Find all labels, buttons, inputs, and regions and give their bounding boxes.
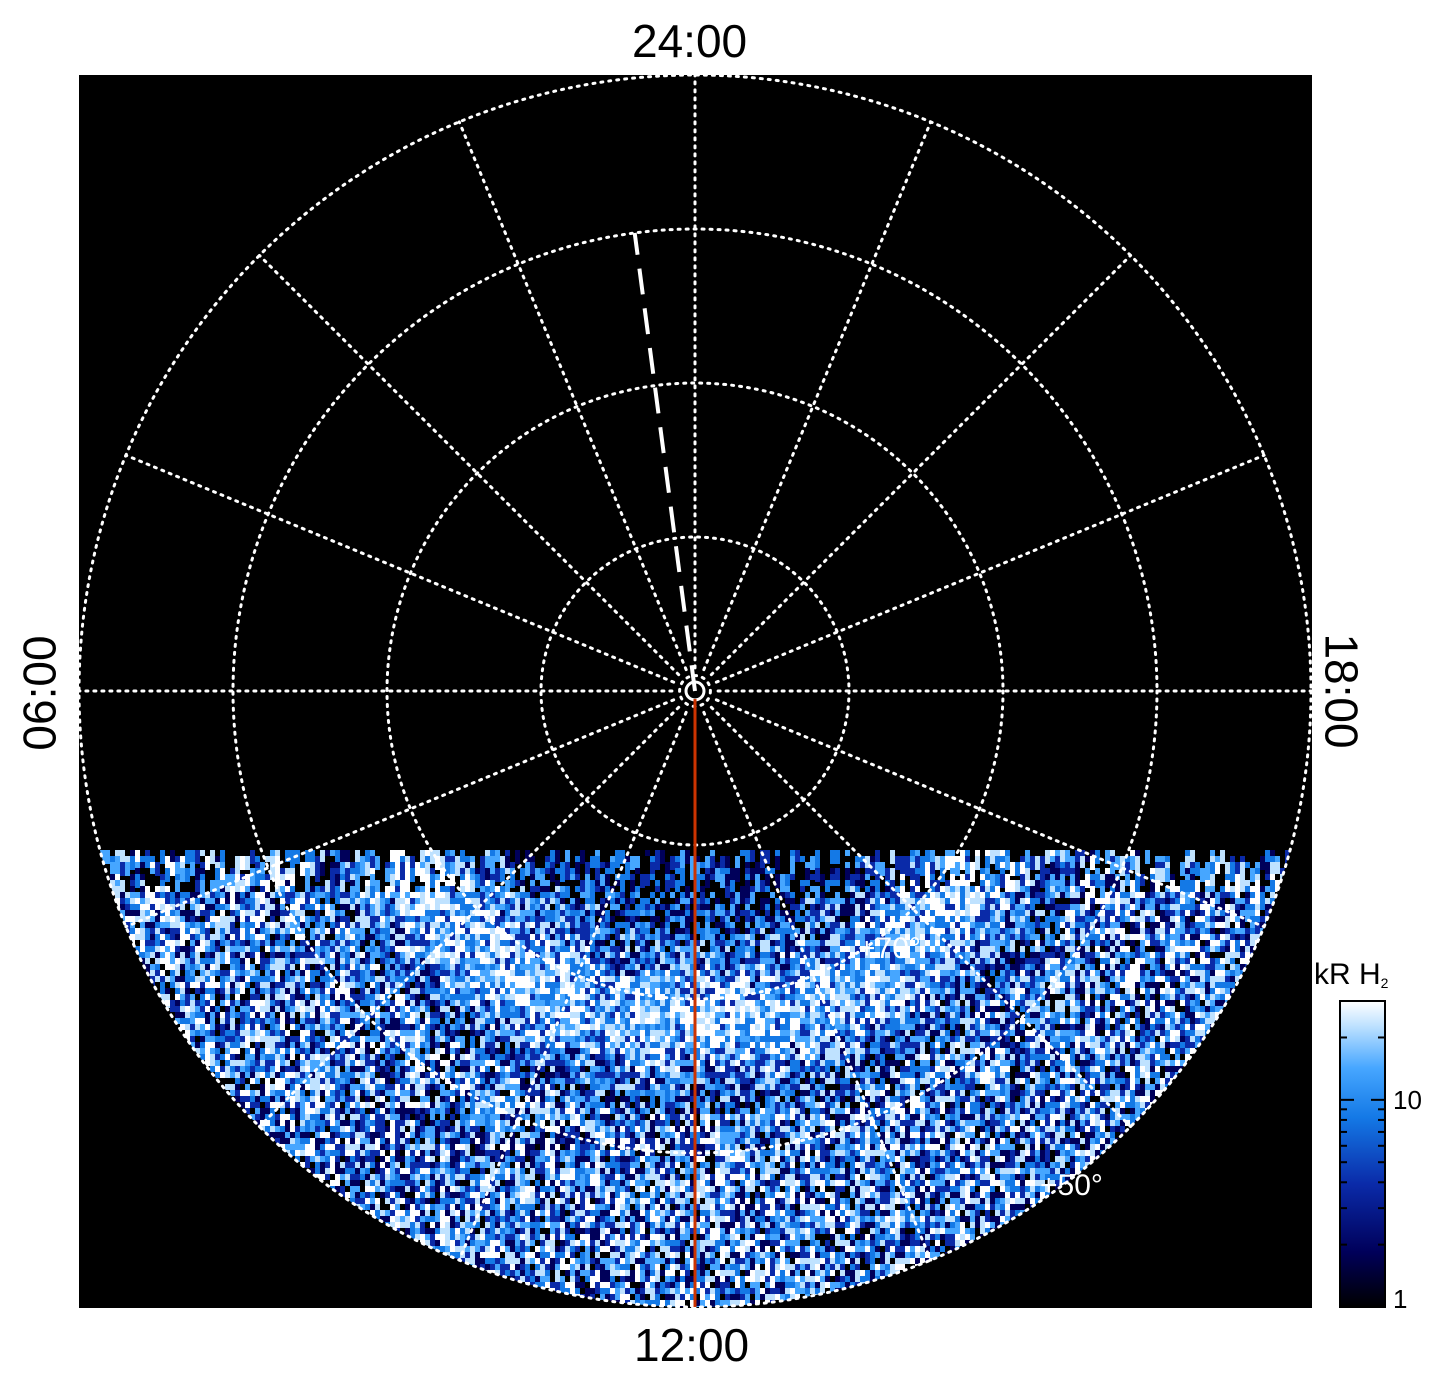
lt-meridian xyxy=(702,120,933,672)
lt-meridian xyxy=(457,120,688,672)
reference-lines xyxy=(632,232,697,1307)
lat-lon-grid xyxy=(79,75,1312,1308)
lt-label-bottom: 12:00 xyxy=(634,1319,750,1371)
lt-label-top: 24:00 xyxy=(632,15,748,67)
lt-meridian xyxy=(714,453,1266,684)
lt-meridian xyxy=(709,253,1133,677)
colorbar-minor-ticks xyxy=(1340,1000,1385,1246)
colorbar-tick-1: 1 xyxy=(1393,1284,1408,1314)
lt-meridian xyxy=(709,705,1133,1129)
colorbar-title: kR H2 xyxy=(1314,958,1388,992)
lat-label-50: +50° xyxy=(1040,1169,1103,1202)
emission-data-layer xyxy=(100,850,1295,1307)
lt-meridian xyxy=(702,710,933,1262)
lt-meridian xyxy=(714,698,1266,929)
colorbar-tick-10: 10 xyxy=(1393,1085,1422,1115)
colorbar-label: kR H xyxy=(1314,958,1381,991)
emission-pixels xyxy=(100,850,1295,1307)
lat-circle xyxy=(385,381,1005,1001)
colorbar-label-subscript: 2 xyxy=(1380,975,1389,991)
colorbar xyxy=(1339,1000,1386,1308)
lt-meridian xyxy=(457,710,688,1262)
lt-label-right: 18:00 xyxy=(1315,633,1368,749)
lt-meridian xyxy=(257,705,681,1129)
lat-label-70: +70° xyxy=(858,932,921,965)
lt-label-left: 06:00 xyxy=(13,635,66,751)
lt-meridian xyxy=(124,698,676,929)
lt-meridian xyxy=(257,253,681,677)
dashed-reference-line xyxy=(632,232,697,692)
lt-meridian xyxy=(124,453,676,684)
